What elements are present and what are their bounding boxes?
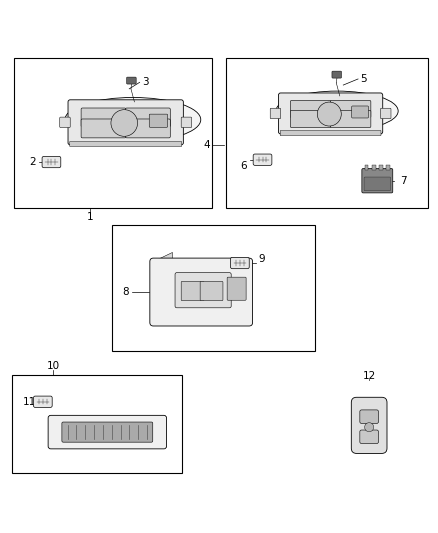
FancyBboxPatch shape: [60, 117, 70, 127]
FancyBboxPatch shape: [149, 114, 168, 127]
Text: 4: 4: [204, 140, 211, 150]
FancyBboxPatch shape: [81, 119, 126, 138]
FancyBboxPatch shape: [381, 108, 391, 119]
FancyBboxPatch shape: [270, 108, 281, 119]
FancyBboxPatch shape: [81, 108, 126, 127]
FancyBboxPatch shape: [127, 77, 136, 84]
Text: 7: 7: [400, 176, 407, 185]
Bar: [365, 165, 368, 170]
FancyBboxPatch shape: [126, 119, 170, 138]
FancyBboxPatch shape: [332, 71, 342, 78]
FancyBboxPatch shape: [42, 156, 61, 168]
FancyBboxPatch shape: [230, 257, 249, 269]
FancyBboxPatch shape: [351, 397, 387, 454]
Ellipse shape: [65, 98, 201, 142]
FancyBboxPatch shape: [150, 258, 253, 326]
Text: 3: 3: [142, 77, 148, 87]
Bar: [12, 375, 182, 473]
Bar: [386, 165, 390, 170]
FancyBboxPatch shape: [362, 168, 393, 193]
Text: 12: 12: [363, 371, 376, 381]
Bar: [14, 58, 212, 208]
FancyBboxPatch shape: [290, 110, 331, 127]
Polygon shape: [153, 253, 173, 322]
FancyBboxPatch shape: [290, 100, 331, 118]
FancyBboxPatch shape: [364, 177, 391, 191]
Text: 9: 9: [259, 254, 265, 264]
FancyBboxPatch shape: [181, 281, 204, 301]
Circle shape: [111, 110, 138, 136]
Ellipse shape: [276, 91, 398, 131]
FancyBboxPatch shape: [33, 396, 52, 407]
FancyBboxPatch shape: [126, 108, 170, 127]
Text: 5: 5: [360, 74, 367, 84]
Circle shape: [364, 423, 374, 432]
FancyBboxPatch shape: [330, 110, 371, 127]
FancyBboxPatch shape: [279, 93, 383, 134]
Circle shape: [317, 102, 341, 126]
FancyBboxPatch shape: [280, 131, 381, 136]
FancyBboxPatch shape: [227, 277, 246, 300]
FancyBboxPatch shape: [181, 117, 191, 127]
FancyBboxPatch shape: [175, 273, 231, 308]
Text: 2: 2: [29, 157, 36, 167]
FancyBboxPatch shape: [253, 154, 272, 165]
Bar: [372, 165, 375, 170]
Text: 1: 1: [86, 212, 93, 222]
FancyBboxPatch shape: [62, 422, 153, 442]
Text: 11: 11: [23, 397, 36, 407]
Text: 6: 6: [240, 161, 247, 171]
FancyBboxPatch shape: [360, 430, 378, 443]
Bar: [226, 58, 428, 208]
FancyBboxPatch shape: [200, 281, 223, 301]
FancyBboxPatch shape: [360, 410, 378, 423]
FancyBboxPatch shape: [352, 106, 368, 118]
Text: 10: 10: [46, 361, 60, 371]
FancyBboxPatch shape: [48, 415, 166, 449]
FancyBboxPatch shape: [70, 141, 182, 147]
Bar: [379, 165, 382, 170]
FancyBboxPatch shape: [330, 100, 371, 118]
Bar: [113, 225, 315, 351]
Text: 8: 8: [122, 287, 129, 297]
FancyBboxPatch shape: [68, 100, 184, 145]
